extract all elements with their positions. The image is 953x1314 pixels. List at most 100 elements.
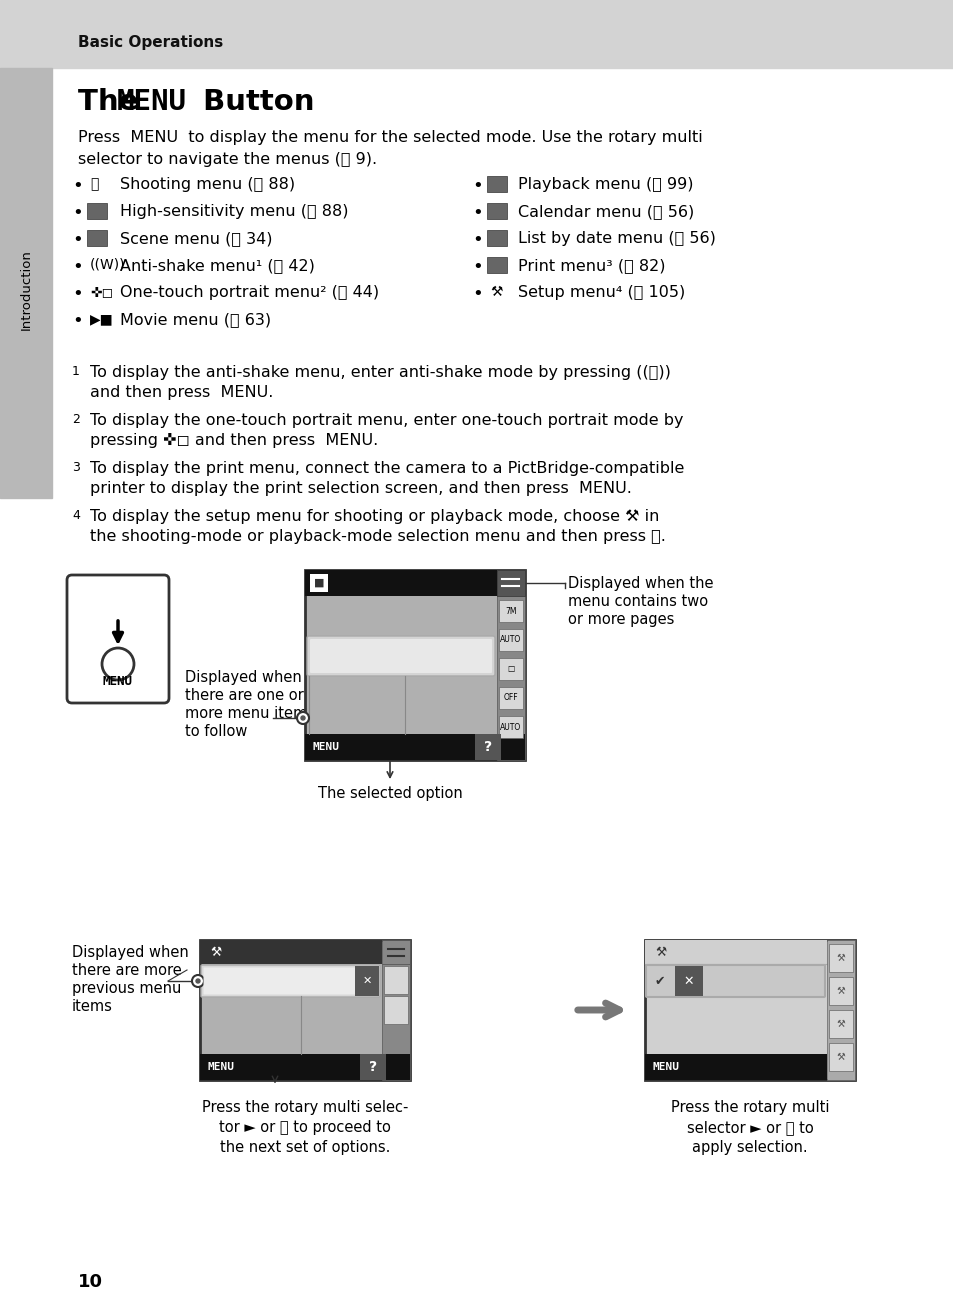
Text: MENU: MENU [652,1062,679,1072]
Text: MENU: MENU [208,1062,234,1072]
Bar [87,202,107,219]
FancyBboxPatch shape [203,967,377,995]
Text: ⚒: ⚒ [836,1018,844,1029]
Bar [87,230,107,246]
Text: there are more: there are more [71,963,182,978]
Text: Calendar menu (ⓘ 56): Calendar menu (ⓘ 56) [517,204,694,219]
Text: Displayed when: Displayed when [71,945,189,961]
Bar [497,570,524,759]
Bar [359,1054,386,1080]
Text: •: • [71,204,83,222]
Text: Press  MENU  to display the menu for the selected mode. Use the rotary multi: Press MENU to display the menu for the s… [78,130,702,145]
Text: 1: 1 [71,365,80,378]
Bar [384,966,408,993]
Text: The: The [78,88,149,116]
Bar [486,230,506,246]
Text: menu contains two: menu contains two [567,594,707,608]
Text: Movie menu (ⓘ 63): Movie menu (ⓘ 63) [120,311,271,327]
Circle shape [192,975,204,987]
Bar [200,1054,410,1080]
Text: •: • [71,177,83,194]
Bar [497,570,524,597]
Text: Print menu³ (ⓘ 82): Print menu³ (ⓘ 82) [517,258,665,273]
Bar [305,570,497,597]
Text: MENU: MENU [313,742,339,752]
Bar [828,1010,852,1038]
Text: Press the rotary multi selec-: Press the rotary multi selec- [202,1100,408,1116]
Bar [498,716,522,738]
Text: ✕: ✕ [362,976,372,986]
Text: AUTO: AUTO [500,636,521,644]
Text: ⚒: ⚒ [836,953,844,963]
Text: 3: 3 [71,461,80,474]
Text: 10: 10 [78,1273,103,1290]
Bar [310,574,328,593]
Text: 📷: 📷 [90,177,98,191]
Bar [486,258,506,273]
Text: ▶■: ▶■ [90,311,113,326]
Text: •: • [472,231,482,248]
Bar [498,600,522,622]
Text: ?: ? [483,740,492,754]
Bar [644,1054,826,1080]
Text: •: • [472,285,482,304]
Text: High-sensitivity menu (ⓘ 88): High-sensitivity menu (ⓘ 88) [120,204,348,219]
Text: •: • [472,258,482,276]
Bar [498,629,522,650]
Circle shape [102,648,133,681]
Text: Press the rotary multi: Press the rotary multi [670,1100,828,1116]
Text: Introduction: Introduction [19,250,32,330]
Text: to follow: to follow [185,724,247,738]
Bar [486,176,506,192]
Text: •: • [71,285,83,304]
Text: Setup menu⁴ (ⓘ 105): Setup menu⁴ (ⓘ 105) [517,285,684,300]
Text: ((W)): ((W)) [90,258,126,272]
Text: Playback menu (ⓘ 99): Playback menu (ⓘ 99) [517,177,693,192]
Bar [644,940,826,964]
Text: printer to display the print selection screen, and then press  MENU.: printer to display the print selection s… [90,481,631,495]
Text: Displayed when the: Displayed when the [567,576,713,591]
Bar [828,1043,852,1071]
Circle shape [296,712,309,724]
Text: MENU: MENU [117,88,187,116]
Text: •: • [472,177,482,194]
Text: MENU: MENU [103,675,132,689]
Text: more menu items: more menu items [185,706,314,721]
Text: Basic Operations: Basic Operations [78,34,223,50]
Text: the next set of options.: the next set of options. [219,1141,390,1155]
Text: and then press  MENU.: and then press MENU. [90,385,274,399]
Bar [200,940,381,964]
Text: •: • [71,231,83,248]
Text: Displayed when: Displayed when [185,670,301,685]
Bar [475,735,500,759]
Text: •: • [472,204,482,222]
Text: To display the anti-shake menu, enter anti-shake mode by pressing ((ⓙ)): To display the anti-shake menu, enter an… [90,365,670,380]
Text: ⚒: ⚒ [836,1053,844,1062]
Text: 7M: 7M [505,607,517,615]
Bar [828,978,852,1005]
Text: Anti-shake menu¹ (ⓘ 42): Anti-shake menu¹ (ⓘ 42) [120,258,314,273]
Text: •: • [71,311,83,330]
Bar [0,0,953,68]
Text: selector to navigate the menus (ⓘ 9).: selector to navigate the menus (ⓘ 9). [78,152,376,167]
Text: To display the setup menu for shooting or playback mode, choose ⚒ in: To display the setup menu for shooting o… [90,509,659,524]
Text: pressing ✜◻ and then press  MENU.: pressing ✜◻ and then press MENU. [90,434,377,448]
Bar [498,687,522,710]
Text: Scene menu (ⓘ 34): Scene menu (ⓘ 34) [120,231,273,246]
Text: ✕: ✕ [683,975,694,988]
Bar [0,68,52,498]
Bar [486,202,506,219]
Bar [498,658,522,681]
Bar [381,940,410,964]
Circle shape [301,716,305,720]
Bar [384,996,408,1024]
Text: previous menu: previous menu [71,982,181,996]
FancyBboxPatch shape [307,636,495,675]
Text: OFF: OFF [503,694,517,703]
Text: there are one or: there are one or [185,689,303,703]
Text: selector ► or Ⓚ to: selector ► or Ⓚ to [686,1120,813,1135]
Text: To display the print menu, connect the camera to a PictBridge-compatible: To display the print menu, connect the c… [90,461,683,476]
Text: One-touch portrait menu² (ⓘ 44): One-touch portrait menu² (ⓘ 44) [120,285,378,300]
Text: □: □ [507,665,514,674]
Text: items: items [71,999,112,1014]
